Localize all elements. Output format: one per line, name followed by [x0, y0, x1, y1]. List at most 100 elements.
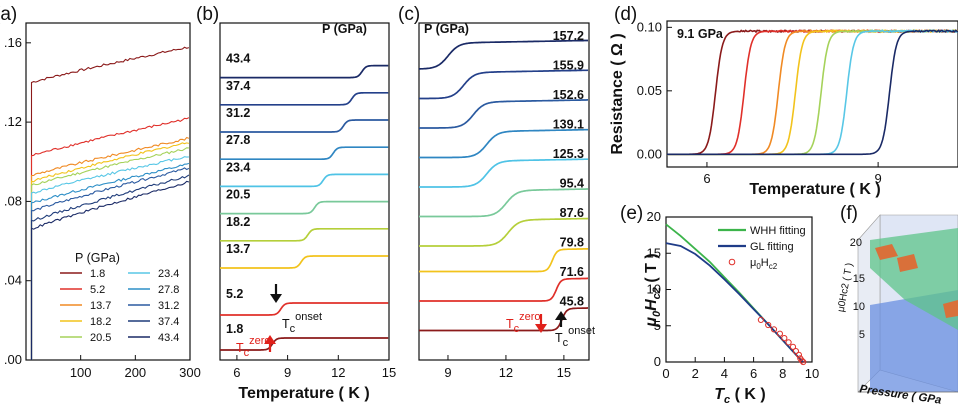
pressure-label: 79.8 [560, 236, 584, 250]
series-line-139.1 [419, 128, 588, 159]
y-tick-label: 0 [654, 354, 661, 369]
y-tick-label: 0.10 [637, 19, 662, 34]
panel-b-frame [219, 22, 390, 361]
tc-zero-arrow-icon [264, 335, 276, 344]
x-tick-label: 6 [703, 171, 710, 186]
legend-whh-label: WHH fitting [750, 225, 806, 237]
legend-label: 27.8 [158, 284, 179, 296]
series-line-95.4 [419, 188, 588, 218]
x-tick-label: 4 [721, 366, 728, 381]
pressure-label: 1.8 [226, 322, 243, 336]
resistance-curve [667, 29, 958, 156]
pressure-label: 18.2 [226, 215, 250, 229]
y-tick-label: .04 [4, 273, 22, 288]
tc-zero-arrow-icon [535, 324, 547, 333]
panel-a-series [30, 46, 190, 360]
panel-a-legend: 1.8 5.2 13.7 18.2 20.5 23.4 27.8 31.2 37.4 43.4 [60, 268, 179, 344]
panel-e-legend: WHH fitting GL fitting μ0Hc2 [718, 225, 806, 271]
legend-label: 43.4 [158, 332, 179, 344]
tc-onset-arrow-icon [270, 294, 282, 303]
x-tick-label: 9 [875, 171, 882, 186]
resistance-curve [667, 29, 958, 156]
panel-f-data-point [943, 300, 958, 318]
series-line-23.4 [30, 156, 189, 360]
tc-onset-label: Tconset [555, 325, 595, 349]
legend-data-label: μ0Hc2 [750, 257, 778, 271]
panel-a-x-ticks: 100 200 300 [70, 355, 201, 380]
series-line-37.4 [220, 91, 389, 106]
hc2-data-point [781, 335, 788, 342]
pressure-label: 152.6 [553, 88, 584, 102]
resistance-curve [667, 28, 958, 156]
x-tick-label: 9 [284, 365, 291, 380]
y-tick-label: 10 [647, 282, 661, 297]
hc2-data-point [795, 351, 803, 358]
y-tick-label: 20 [647, 209, 661, 224]
panel-f-letter: (f) [840, 203, 858, 224]
panel-b-letter: (b) [196, 4, 219, 25]
panel-a-frame [25, 22, 191, 361]
pressure-label: 5.2 [226, 287, 243, 301]
hc2-data-point [785, 339, 792, 346]
panel-a-y-ticks: .00 .04 .08 .12 .16 [4, 35, 31, 367]
panel-b-pressure-labels: 1.8 5.2 13.7 18.2 20.5 23.4 27.8 31.2 37.4 43.4 [226, 52, 250, 336]
legend-label: 23.4 [158, 268, 179, 280]
pressure-label: 20.5 [226, 188, 250, 202]
gl-fit-line [665, 242, 804, 363]
panel-a-legend-title: P (GPa) [75, 251, 120, 265]
x-tick-label: 200 [124, 365, 146, 380]
x-tick-label: 300 [179, 365, 201, 380]
panel-b-tc-onset-annotation: Tconset [270, 284, 322, 335]
panel-f-3d-box [857, 214, 958, 393]
pressure-label: 45.8 [560, 295, 584, 309]
resistance-curve [667, 28, 958, 156]
series-line-23.4 [220, 173, 389, 188]
series-line-43.4 [220, 64, 389, 79]
y-tick-label: 15 [647, 245, 661, 260]
series-line-5.2 [30, 117, 190, 360]
panel-b-title: P (GPa) [322, 22, 367, 36]
legend-label: 5.2 [90, 284, 105, 296]
panel-d-x-label: Temperature ( K ) [749, 181, 880, 198]
legend-label: 18.2 [90, 316, 111, 328]
panel-d-y-ticks: 0.00 0.05 0.10 [637, 19, 672, 161]
panel-c-x-ticks: 9 12 15 [444, 355, 571, 380]
panel-c: (c) 9 12 15 P (GPa) 157.2 155.9 152.6 139.1 12… [398, 4, 595, 380]
hc2-data-point [770, 326, 778, 333]
panel-c-tc-onset-annotation: Tconset [555, 311, 595, 349]
panel-c-frame [418, 22, 590, 361]
series-line-5.2 [220, 302, 389, 316]
y-tick-label: 0.05 [637, 83, 662, 98]
panel-b-tc-zero-annotation: Tczero [236, 335, 276, 359]
series-line-31.2 [30, 167, 190, 360]
tc-zero-label: Tczero [506, 311, 541, 335]
panel-e: (e) 0 5 10 15 20 0 2 4 6 8 10 WHH fitting GL fitt… [620, 203, 819, 406]
resistance-curve [667, 28, 958, 156]
panel-e-x-ticks: 0 2 4 6 8 10 [662, 357, 819, 381]
panel-a-letter: (a) [0, 4, 17, 25]
series-line-27.8 [30, 162, 190, 360]
series-line-157.2 [419, 39, 588, 70]
z-tick-label: 5 [859, 329, 865, 341]
hc2-data-point [765, 321, 772, 329]
panel-b-series [220, 64, 389, 351]
legend-label: 13.7 [90, 300, 111, 312]
pressure-label: 95.4 [560, 177, 584, 191]
series-line-152.6 [419, 99, 588, 129]
pressure-label: 23.4 [226, 160, 250, 174]
panel-d-series [667, 28, 958, 156]
series-line-13.7 [220, 255, 389, 269]
legend-label: 31.2 [158, 300, 179, 312]
hc2-data-point [789, 343, 797, 350]
hc2-data-point [800, 358, 807, 366]
legend-label: 20.5 [90, 332, 111, 344]
pressure-label: 71.6 [560, 265, 584, 279]
panel-c-tc-zero-annotation: Tczero [506, 311, 547, 335]
pressure-label: 125.3 [553, 147, 584, 161]
x-tick-label: 15 [557, 365, 571, 380]
series-line-20.5 [220, 200, 389, 215]
tc-onset-label: Tconset [282, 311, 322, 335]
tc-zero-label: Tczero [236, 335, 271, 359]
